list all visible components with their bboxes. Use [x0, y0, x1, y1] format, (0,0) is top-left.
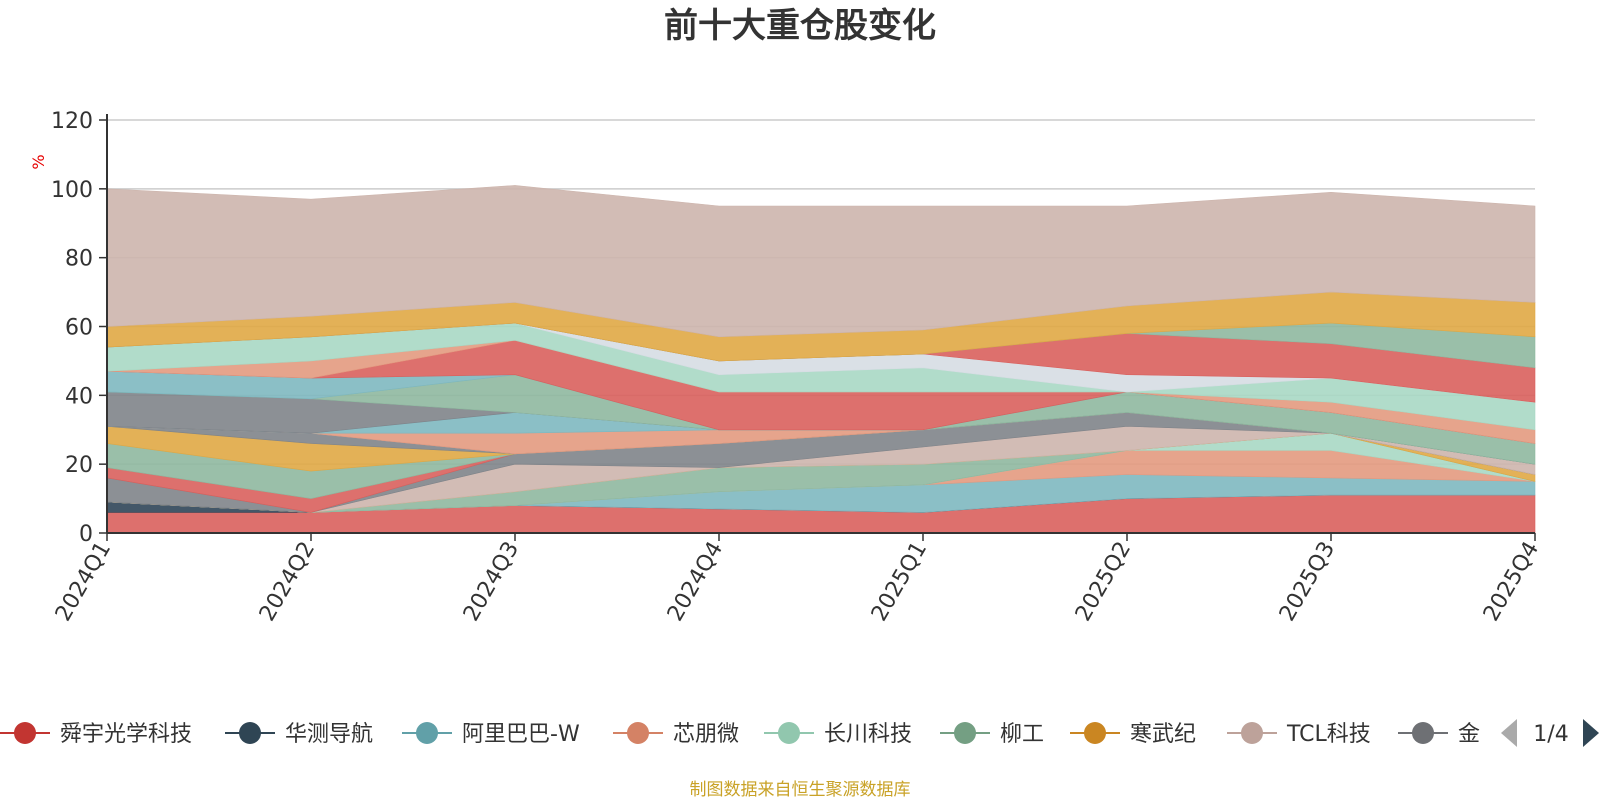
y-axis-unit: % — [29, 154, 48, 169]
legend-label: 阿里巴巴-W — [462, 722, 580, 747]
x-tick-label: 2024Q2 — [255, 538, 320, 626]
triangle-right-icon[interactable] — [1583, 719, 1599, 747]
legend-item[interactable]: 寒武纪 — [1070, 722, 1196, 747]
y-tick-label: 120 — [51, 109, 93, 134]
legend-circle-marker — [627, 722, 649, 744]
y-tick-label: 100 — [51, 178, 93, 203]
legend-item[interactable]: 金 — [1398, 722, 1480, 747]
legend-label: TCL科技 — [1286, 722, 1371, 747]
x-tick-label: 2024Q3 — [459, 538, 524, 626]
triangle-left-icon[interactable] — [1501, 719, 1517, 747]
data-source-note: 制图数据来自恒生聚源数据库 — [690, 780, 911, 800]
y-tick-label: 20 — [65, 453, 93, 478]
legend-label: 长川科技 — [824, 722, 912, 747]
chart-title: 前十大重仓股变化 — [664, 6, 936, 46]
x-tick-label: 2025Q2 — [1071, 538, 1136, 626]
x-tick-label: 2024Q1 — [51, 538, 116, 626]
legend-circle-marker — [14, 722, 36, 744]
legend-circle-marker — [778, 722, 800, 744]
legend-circle-marker — [1084, 722, 1106, 744]
legend-label: 金 — [1458, 722, 1480, 747]
legend-item[interactable]: 舜宇光学科技 — [0, 722, 192, 747]
y-tick-label: 80 — [65, 247, 93, 272]
legend-item[interactable]: 华测导航 — [225, 722, 373, 747]
x-tick-label: 2025Q1 — [867, 538, 932, 626]
legend: 舜宇光学科技 华测导航 阿里巴巴-W 芯朋微 长川科技 柳工 寒武纪 TCL科技 金 1/4 — [0, 719, 1599, 747]
x-tick-label: 2025Q4 — [1479, 538, 1544, 626]
x-tick-label: 2025Q3 — [1275, 538, 1340, 626]
legend-label: 柳工 — [1000, 722, 1044, 747]
legend-item[interactable]: TCL科技 — [1227, 722, 1371, 747]
x-tick-label: 2024Q4 — [663, 538, 728, 626]
y-tick-label: 40 — [65, 384, 93, 409]
legend-page-indicator: 1/4 — [1533, 722, 1568, 747]
y-tick-label: 60 — [65, 316, 93, 341]
legend-item[interactable]: 长川科技 — [764, 722, 912, 747]
y-tick-label: 0 — [79, 522, 93, 547]
legend-item[interactable]: 芯朋微 — [613, 722, 739, 747]
legend-circle-marker — [1241, 722, 1263, 744]
legend-label: 芯朋微 — [673, 722, 739, 747]
stacked-areas — [106, 185, 1536, 534]
legend-circle-marker — [954, 722, 976, 744]
legend-label: 舜宇光学科技 — [60, 722, 192, 747]
legend-label: 华测导航 — [285, 722, 373, 747]
legend-circle-marker — [1412, 722, 1434, 744]
legend-item[interactable]: 阿里巴巴-W — [402, 722, 580, 747]
area-series-26 — [106, 185, 1536, 338]
legend-item[interactable]: 柳工 — [940, 722, 1044, 747]
legend-label: 寒武纪 — [1130, 722, 1196, 747]
legend-circle-marker — [416, 722, 438, 744]
legend-circle-marker — [239, 722, 261, 744]
